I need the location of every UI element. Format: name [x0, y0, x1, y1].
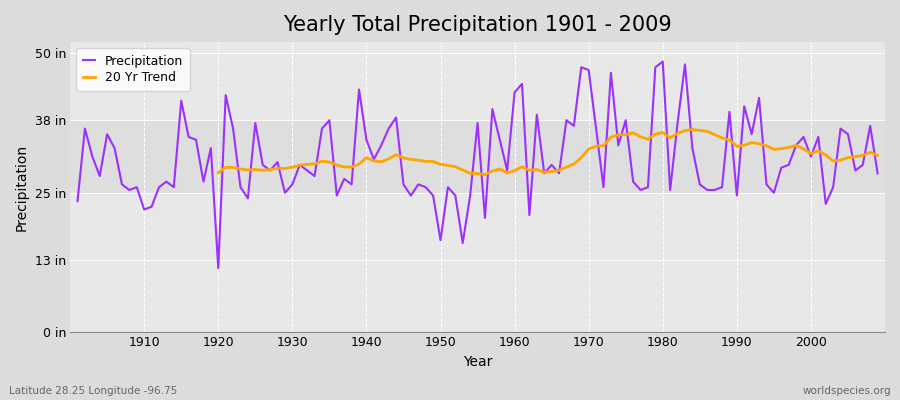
Line: 20 Yr Trend: 20 Yr Trend	[219, 130, 878, 175]
Precipitation	[657, 59, 668, 64]
20 Yr Trend	[687, 127, 698, 132]
20 Yr Trend	[302, 162, 312, 167]
20 Yr Trend	[858, 153, 868, 158]
Legend: Precipitation, 20 Yr Trend: Precipitation, 20 Yr Trend	[76, 48, 190, 91]
20 Yr Trend	[680, 128, 690, 133]
Precipitation	[131, 185, 142, 190]
X-axis label: Year: Year	[463, 355, 492, 369]
Precipitation	[346, 182, 357, 187]
Text: worldspecies.org: worldspecies.org	[803, 386, 891, 396]
Precipitation	[872, 171, 883, 176]
20 Yr Trend	[213, 170, 224, 175]
Line: Precipitation: Precipitation	[77, 62, 878, 268]
Precipitation	[606, 70, 616, 75]
Precipitation	[213, 266, 224, 270]
Precipitation	[509, 90, 520, 95]
Title: Yearly Total Precipitation 1901 - 2009: Yearly Total Precipitation 1901 - 2009	[284, 15, 672, 35]
20 Yr Trend	[872, 153, 883, 158]
Precipitation	[72, 199, 83, 204]
Precipitation	[517, 82, 527, 86]
20 Yr Trend	[480, 172, 491, 177]
Bar	[70, 120, 885, 193]
20 Yr Trend	[776, 146, 787, 151]
Precipitation	[302, 168, 312, 173]
20 Yr Trend	[791, 143, 802, 148]
Text: Latitude 28.25 Longitude -96.75: Latitude 28.25 Longitude -96.75	[9, 386, 177, 396]
20 Yr Trend	[413, 158, 424, 162]
Y-axis label: Precipitation: Precipitation	[15, 144, 29, 231]
